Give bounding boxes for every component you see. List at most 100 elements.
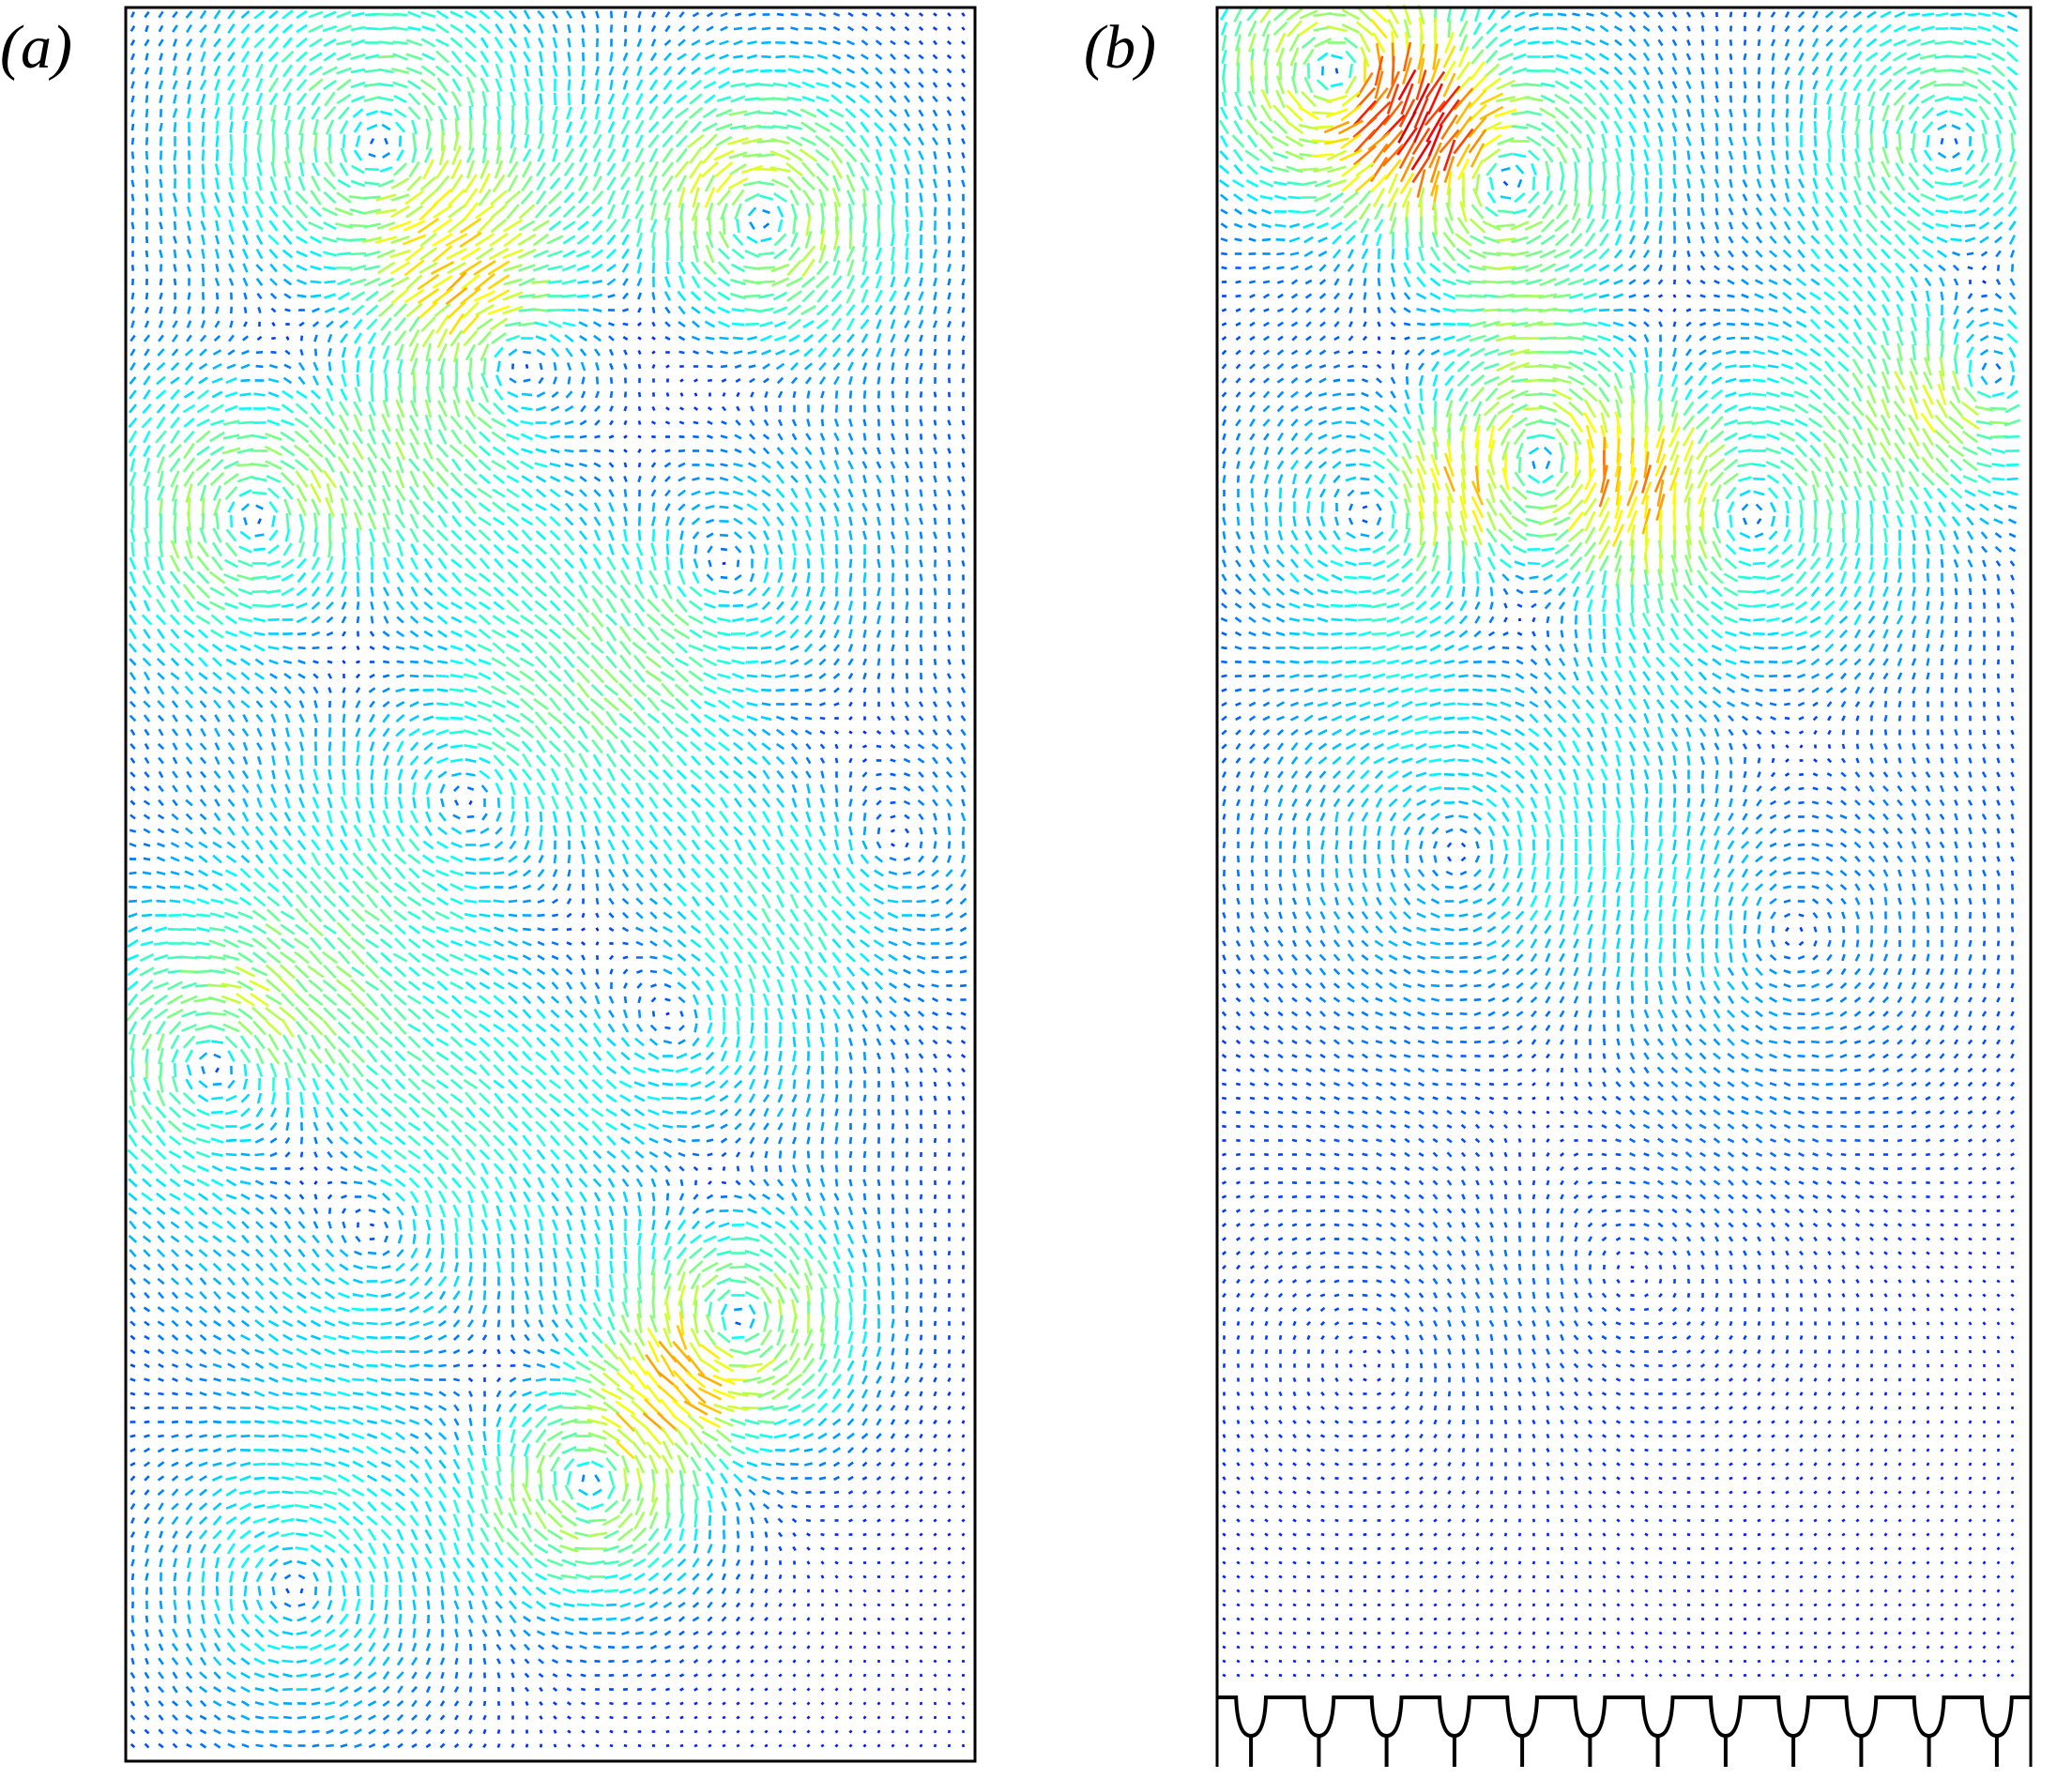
velocity-vector: [325, 457, 335, 473]
velocity-vector: [222, 1009, 240, 1019]
velocity-vector: [432, 287, 453, 305]
velocity-vector: [129, 885, 137, 890]
velocity-vector: [818, 688, 827, 692]
velocity-vector: [419, 301, 438, 319]
velocity-vector: [237, 911, 253, 920]
velocity-vector: [791, 1107, 798, 1118]
velocity-vector: [380, 1078, 392, 1090]
velocity-vector: [186, 770, 192, 779]
velocity-vector: [268, 9, 279, 20]
velocity-vector: [465, 1161, 476, 1177]
velocity-vector: [199, 827, 207, 835]
velocity-vector: [363, 68, 381, 73]
velocity-vector: [834, 757, 839, 764]
velocity-vector: [297, 825, 307, 837]
velocity-vector: [776, 12, 785, 17]
velocity-vector: [947, 263, 952, 273]
velocity-vector: [237, 1008, 253, 1020]
velocity-vector: [721, 378, 727, 383]
velocity-vector: [961, 631, 966, 637]
velocity-vector: [832, 362, 841, 371]
velocity-vector: [733, 39, 743, 46]
velocity-vector: [706, 25, 714, 32]
velocity-vector: [255, 92, 264, 106]
velocity-vector: [720, 364, 728, 369]
velocity-vector: [552, 148, 558, 162]
velocity-vector: [749, 1035, 755, 1049]
velocity-vector: [690, 1066, 702, 1074]
velocity-vector: [648, 585, 659, 599]
velocity-vector: [368, 727, 376, 737]
velocity-vector: [144, 771, 150, 778]
velocity-vector: [157, 828, 165, 834]
velocity-vector: [860, 121, 870, 133]
velocity-vector: [876, 461, 882, 469]
velocity-vector: [185, 38, 193, 47]
velocity-vector: [324, 307, 336, 313]
velocity-vector: [746, 866, 758, 880]
velocity-vector: [961, 40, 966, 45]
velocity-vector: [493, 1163, 505, 1175]
velocity-vector: [420, 881, 436, 893]
velocity-vector: [323, 924, 337, 935]
velocity-vector: [834, 1136, 839, 1145]
velocity-vector: [510, 78, 516, 92]
velocity-vector: [581, 954, 586, 961]
velocity-vector: [790, 376, 799, 385]
velocity-vector: [546, 235, 564, 245]
velocity-vector: [241, 64, 250, 78]
velocity-vector: [521, 529, 533, 541]
velocity-vector: [464, 687, 478, 693]
velocity-vector: [184, 870, 194, 876]
velocity-vector: [747, 350, 757, 355]
velocity-vector: [510, 811, 516, 823]
velocity-vector: [621, 1164, 630, 1173]
velocity-vector: [648, 753, 659, 768]
velocity-vector: [228, 263, 235, 273]
velocity-vector: [380, 852, 392, 866]
velocity-vector: [240, 840, 251, 850]
velocity-vector: [606, 278, 617, 286]
velocity-vector: [814, 121, 831, 133]
velocity-vector: [832, 867, 841, 879]
velocity-vector: [891, 701, 895, 707]
velocity-vector: [552, 927, 558, 932]
velocity-vector: [790, 203, 799, 220]
velocity-vector: [905, 601, 909, 610]
velocity-vector: [159, 526, 163, 544]
velocity-vector: [282, 646, 293, 650]
velocity-vector: [876, 841, 882, 849]
velocity-vector: [298, 321, 305, 327]
velocity-vector: [606, 1163, 617, 1174]
velocity-vector: [708, 559, 712, 568]
velocity-vector: [425, 811, 432, 823]
velocity-vector: [509, 377, 517, 384]
velocity-vector: [142, 885, 152, 890]
velocity-vector: [510, 782, 516, 796]
velocity-vector: [734, 839, 742, 851]
velocity-vector: [236, 980, 254, 992]
velocity-vector: [702, 133, 718, 149]
velocity-vector: [805, 585, 812, 598]
velocity-vector: [324, 280, 336, 284]
velocity-vector: [820, 390, 825, 399]
velocity-vector: [130, 67, 136, 75]
velocity-vector: [505, 643, 521, 653]
velocity-vector: [465, 1091, 477, 1105]
velocity-vector: [128, 1163, 138, 1175]
velocity-vector: [946, 1039, 952, 1045]
velocity-vector: [961, 659, 966, 665]
velocity-vector: [721, 405, 727, 412]
velocity-vector: [609, 362, 614, 371]
velocity-vector: [369, 359, 375, 373]
velocity-vector: [804, 729, 813, 736]
velocity-vector: [551, 954, 559, 961]
velocity-vector: [336, 67, 352, 75]
velocity-vector: [804, 673, 813, 679]
velocity-vector: [764, 557, 769, 570]
velocity-vector: [339, 162, 349, 176]
velocity-vector: [718, 589, 730, 594]
velocity-vector: [324, 866, 336, 880]
velocity-vector: [736, 391, 740, 398]
velocity-vector: [437, 514, 448, 528]
